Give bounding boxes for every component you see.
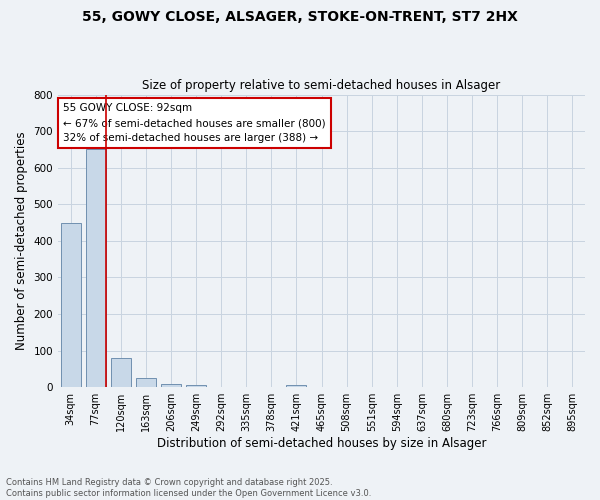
Bar	[111, 358, 131, 387]
Title: Size of property relative to semi-detached houses in Alsager: Size of property relative to semi-detach…	[142, 79, 500, 92]
Text: Contains HM Land Registry data © Crown copyright and database right 2025.
Contai: Contains HM Land Registry data © Crown c…	[6, 478, 371, 498]
Bar	[61, 222, 80, 387]
Bar	[286, 386, 307, 387]
X-axis label: Distribution of semi-detached houses by size in Alsager: Distribution of semi-detached houses by …	[157, 437, 486, 450]
Bar	[186, 386, 206, 387]
Text: 55 GOWY CLOSE: 92sqm
← 67% of semi-detached houses are smaller (800)
32% of semi: 55 GOWY CLOSE: 92sqm ← 67% of semi-detac…	[64, 104, 326, 143]
Text: 55, GOWY CLOSE, ALSAGER, STOKE-ON-TRENT, ST7 2HX: 55, GOWY CLOSE, ALSAGER, STOKE-ON-TRENT,…	[82, 10, 518, 24]
Y-axis label: Number of semi-detached properties: Number of semi-detached properties	[15, 132, 28, 350]
Bar	[136, 378, 156, 387]
Bar	[161, 384, 181, 387]
Bar	[86, 150, 106, 387]
